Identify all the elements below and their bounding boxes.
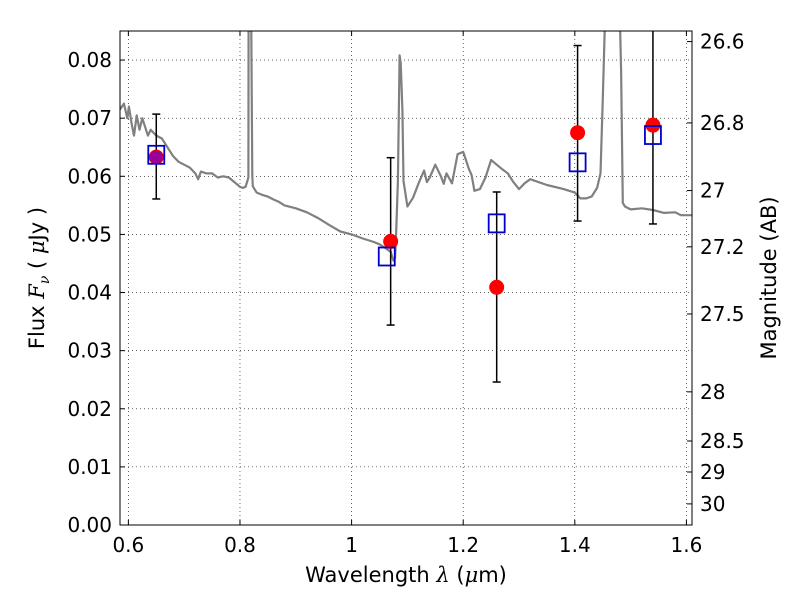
y-tick-label: 0.08	[67, 48, 112, 72]
y-tick-label: 0.04	[67, 281, 112, 305]
model-band-square	[147, 144, 166, 165]
y-tick-label: 0.06	[67, 164, 112, 188]
y-axis-title: Flux Fν ( μJy )	[25, 207, 53, 349]
x-tick-label: 1.6	[671, 533, 703, 557]
x-tick-label: 1.4	[559, 533, 591, 557]
x-tick-label: 1.2	[447, 533, 479, 557]
mag-tick-label: 27.2	[700, 235, 745, 259]
x-tick-label: 1	[345, 533, 358, 557]
y-tick-label: 0.07	[67, 106, 112, 130]
x-tick-label: 0.6	[112, 533, 144, 557]
observed-flux-point	[383, 233, 399, 249]
y-tick-label: 0.05	[67, 222, 112, 246]
mag-tick-label: 26.6	[700, 30, 745, 54]
mag-tick-label: 29	[700, 460, 725, 484]
model-band-square	[644, 125, 662, 145]
y2-axis-title: Magnitude (AB)	[757, 196, 781, 359]
y-tick-label: 0.03	[67, 339, 112, 363]
mag-tick-label: 26.8	[700, 111, 745, 135]
y-tick-label: 0.00	[67, 513, 112, 537]
x-tick-label: 0.8	[224, 533, 256, 557]
axis-ticks: 0.6 0.8 1 1.2 1.4 1.6 0.00 0.01 0.02 0.03 0.04 0.05…	[67, 30, 744, 557]
y-tick-label: 0.02	[67, 397, 112, 421]
plot-frame	[119, 30, 693, 526]
y-tick-label: 0.01	[67, 455, 112, 479]
plot-area	[120, 31, 692, 525]
mag-tick-label: 27.5	[700, 302, 745, 326]
mag-tick-label: 28.5	[700, 429, 745, 453]
mag-tick-label: 30	[700, 492, 725, 516]
model-band-square	[487, 213, 506, 234]
errorbar-layer	[147, 31, 662, 383]
x-axis-title: Wavelength λ (μm)	[305, 563, 507, 587]
model-band-square	[377, 246, 396, 267]
overlap-point	[149, 150, 163, 164]
observed-flux-point	[489, 279, 505, 295]
observed-flux-point	[570, 125, 586, 141]
mag-tick-label: 27	[700, 179, 725, 203]
mag-tick-label: 28	[700, 380, 725, 404]
model-band-square	[568, 152, 587, 173]
